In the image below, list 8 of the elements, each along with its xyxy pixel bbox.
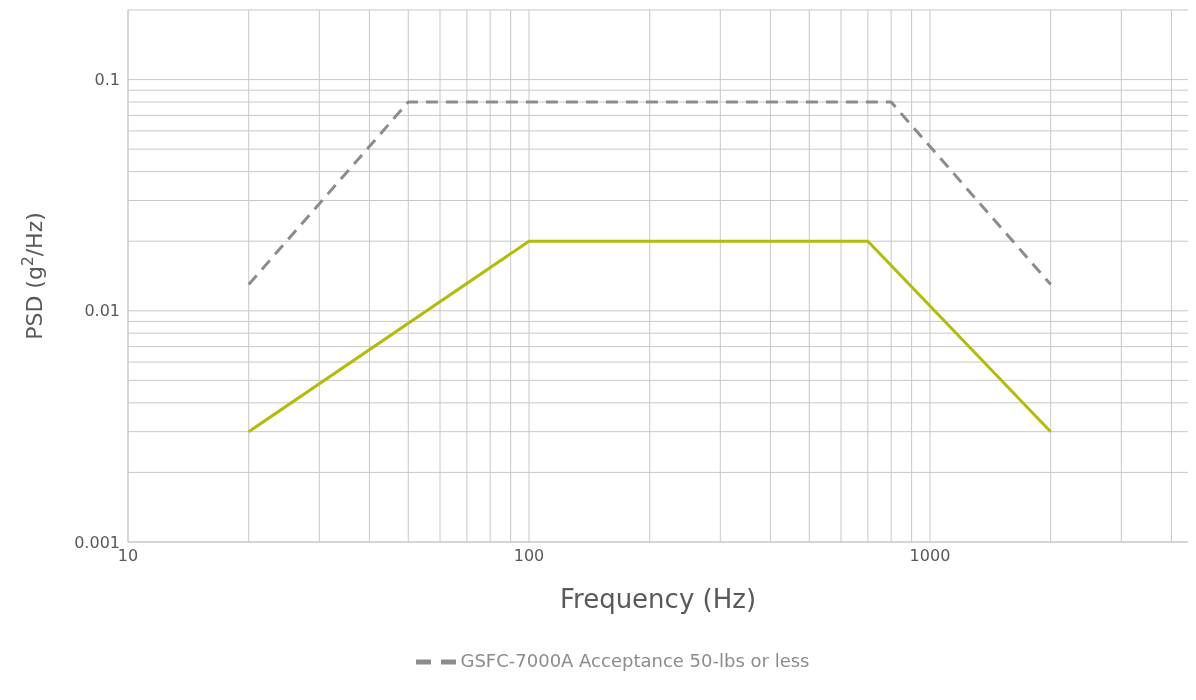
y-tick-label: 0.001: [74, 532, 120, 552]
x-tick-label: 1000: [909, 546, 951, 566]
y-tick-label: 0.01: [84, 301, 120, 321]
x-tick-label: 100: [513, 546, 545, 566]
y-tick-label: 0.1: [94, 70, 120, 90]
legend-label: GSFC-7000A Acceptance 50-lbs or less: [460, 650, 810, 671]
x-axis-title: Frequency (Hz): [559, 584, 757, 615]
x-tick-label: 10: [117, 546, 139, 566]
